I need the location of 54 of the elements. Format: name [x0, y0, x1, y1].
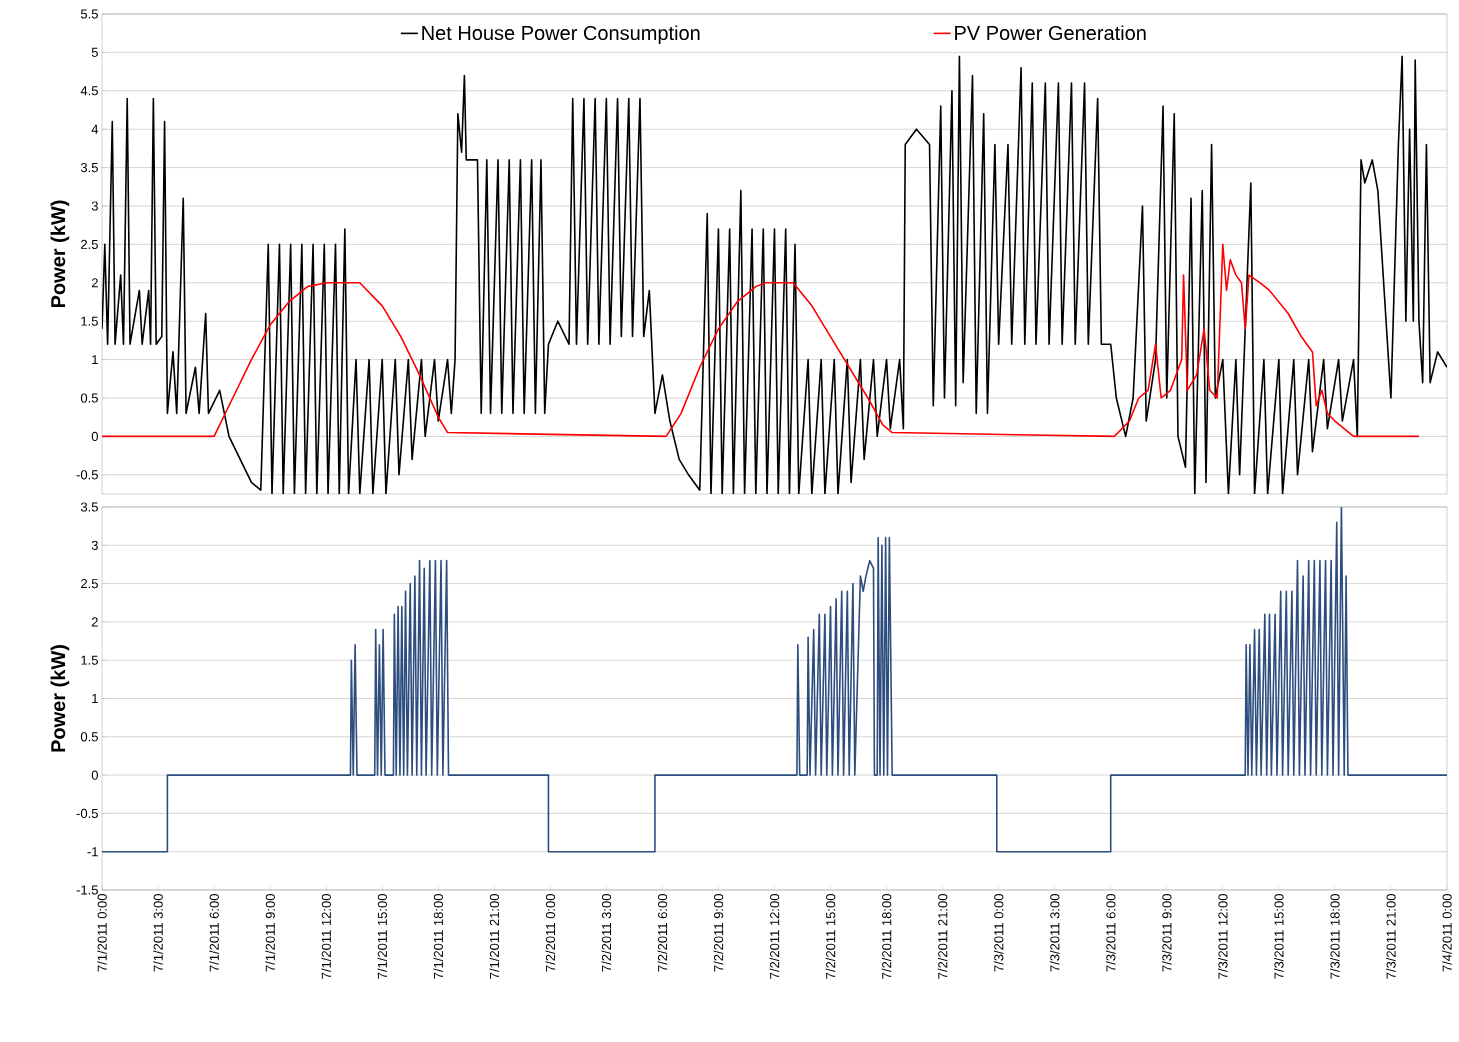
- y-tick-label: 3: [91, 201, 98, 211]
- x-tick-label: 7/3/2011 21:00: [1386, 894, 1396, 979]
- y-tick-label: -1: [87, 847, 98, 857]
- y-tick-label: -0.5: [76, 470, 98, 480]
- x-tick-label: 7/3/2011 15:00: [1274, 894, 1284, 979]
- y-tick-label: 5.5: [80, 9, 98, 19]
- x-tick-label: 7/3/2011 12:00: [1218, 894, 1228, 979]
- y-tick-label: 2.5: [81, 578, 98, 589]
- x-tick-label: 7/3/2011 3:00: [1049, 894, 1060, 972]
- y-tick-label: 4: [91, 124, 99, 134]
- y-tick-label: 1: [92, 355, 98, 365]
- x-tick-label: 7/3/2011 0:00: [993, 894, 1004, 972]
- y-tick-label: -0.5: [76, 808, 98, 818]
- legend-label: PV Power Generation: [955, 25, 1146, 41]
- y-axis-title: Power (kW): [50, 645, 70, 752]
- y-tick-label: 0: [91, 770, 98, 780]
- x-tick-label: 7/1/2011 21:00: [489, 894, 500, 979]
- y-tick-label: 1: [92, 694, 98, 703]
- x-tick-label: 7/1/2011 0:00: [97, 894, 107, 972]
- x-tick-label: 7/2/2011 9:00: [713, 894, 724, 972]
- y-tick-label: 0: [91, 431, 98, 441]
- y-tick-label: 0.5: [80, 393, 98, 403]
- x-tick-label: 7/2/2011 0:00: [545, 894, 556, 972]
- x-tick-label: 7/2/2011 3:00: [601, 894, 612, 972]
- x-tick-label: 7/4/2011 0:00: [1442, 894, 1452, 972]
- y-tick-label: 3.5: [80, 162, 98, 173]
- x-tick-label: 7/2/2011 6:00: [657, 894, 668, 972]
- y-axis-title: Power (kW): [50, 200, 70, 308]
- x-tick-label: 7/2/2011 18:00: [881, 894, 892, 979]
- legend-label: Net House Power Consumption: [422, 25, 700, 45]
- y-tick-label: 1.5: [81, 655, 98, 665]
- x-tick-label: 7/3/2011 18:00: [1330, 894, 1340, 979]
- y-tick-label: 2: [91, 617, 98, 627]
- x-tick-label: 7/1/2011 6:00: [209, 894, 219, 972]
- x-tick-label: 7/1/2011 9:00: [265, 894, 275, 972]
- y-tick-label: 2: [91, 278, 98, 288]
- x-tick-label: 7/2/2011 15:00: [825, 894, 836, 979]
- x-tick-label: 7/2/2011 12:00: [769, 894, 780, 979]
- line-series: [102, 507, 1447, 853]
- y-tick-label: 1.5: [81, 316, 98, 326]
- y-tick-label: 0.5: [80, 732, 98, 742]
- x-tick-label: 7/3/2011 9:00: [1161, 894, 1172, 972]
- x-tick-label: 7/1/2011 3:00: [153, 894, 163, 972]
- y-tick-label: 4.5: [80, 86, 98, 96]
- x-tick-label: 7/3/2011 6:00: [1105, 894, 1116, 972]
- y-tick-label: -1.5: [76, 885, 98, 895]
- x-tick-label: 7/1/2011 12:00: [321, 894, 331, 979]
- y-tick-label: 2.5: [81, 239, 98, 249]
- x-tick-label: 7/1/2011 15:00: [377, 894, 387, 979]
- x-tick-label: 7/1/2011 18:00: [433, 894, 444, 979]
- y-tick-label: 3.5: [80, 502, 98, 512]
- x-tick-label: 7/2/2011 21:00: [937, 894, 948, 979]
- y-tick-label: 3: [91, 540, 98, 550]
- y-tick-label: 5: [91, 47, 98, 57]
